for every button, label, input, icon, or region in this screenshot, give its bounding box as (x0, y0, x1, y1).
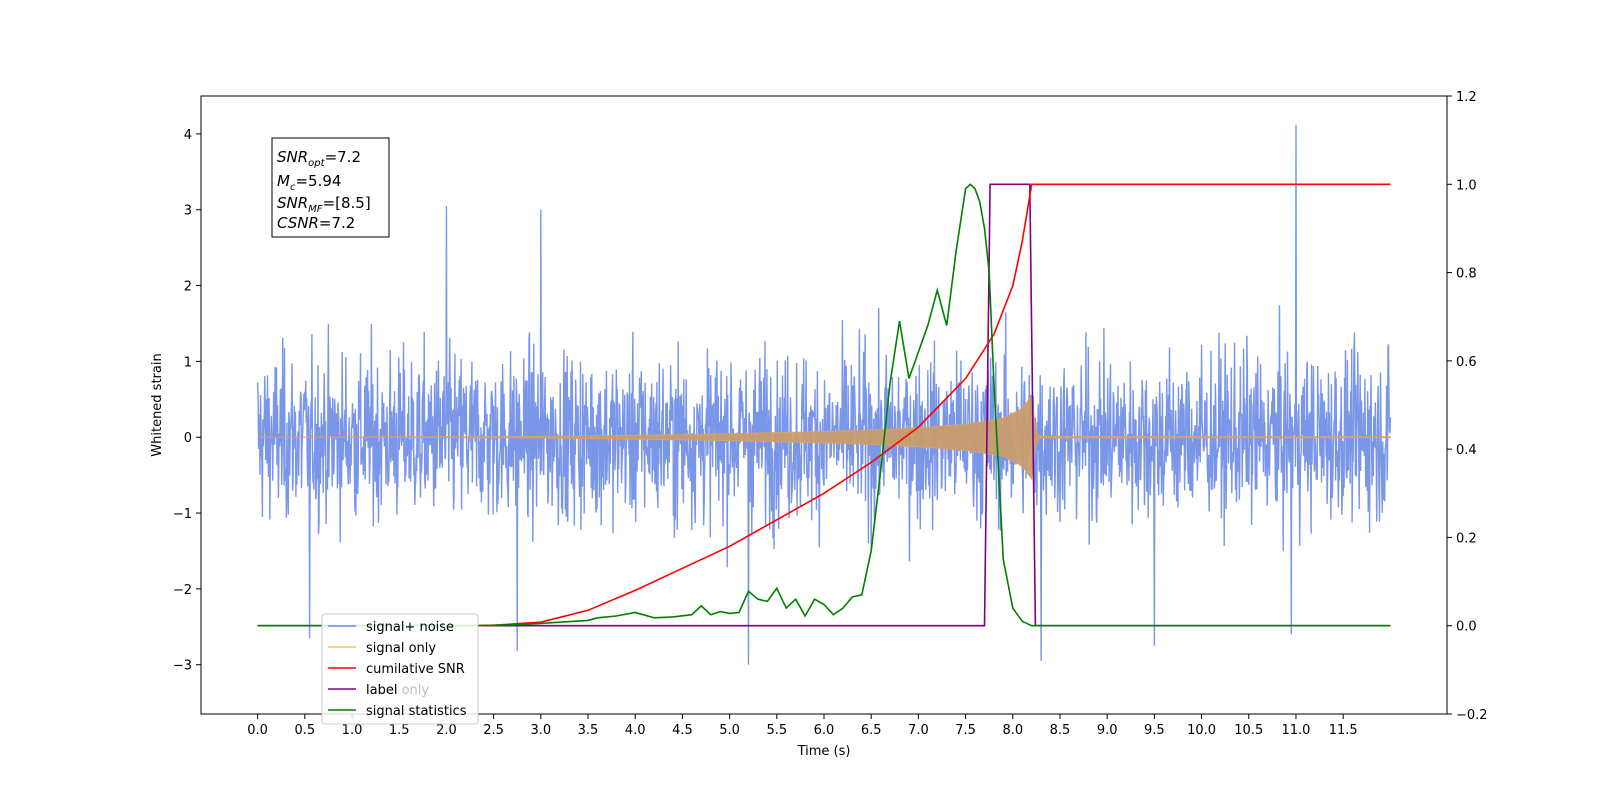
x-tick-label: 2.0 (436, 723, 457, 738)
stats-annotation-box: SNRopt=7.2 Mc=5.94 SNRMF=[8.5] CSNR=7.2 (271, 137, 390, 238)
series-signal-noise (256, 124, 1392, 665)
annotation-snr-opt: SNRopt=7.2 (277, 148, 361, 169)
series-cumulative-snr (474, 183, 1391, 627)
svg-text:signal+ noise: signal+ noise (366, 620, 454, 635)
y-tick-label: −3 (173, 659, 192, 674)
x-tick-label: 4.5 (672, 723, 693, 738)
x-tick-label: 11.5 (1329, 723, 1358, 738)
y-axis-label: Whitened strain (150, 353, 165, 456)
x-tick-label: 6.5 (861, 723, 882, 738)
annotation-mc: Mc=5.94 (277, 172, 341, 193)
x-tick-label: 5.0 (719, 723, 740, 738)
annotation-snr-mf: SNRMF=[8.5] (277, 194, 371, 215)
x-tick-label: 7.0 (908, 723, 929, 738)
x-tick-label: 7.5 (955, 723, 976, 738)
y-tick-label: −2 (173, 583, 192, 598)
x-tick-label: 9.5 (1144, 723, 1165, 738)
legend-entry-label: label (328, 683, 397, 698)
svg-text:signal statistics: signal statistics (366, 704, 467, 719)
x-tick-label: 1.0 (342, 723, 363, 738)
series-signal-only (257, 394, 1391, 481)
x-tick-label: 8.5 (1050, 723, 1071, 738)
y2-tick-label: 0.8 (1456, 267, 1477, 282)
y2-axis-ticks: −0.2 0.0 0.2 0.4 0.6 0.8 1.0 1.2 (1447, 90, 1488, 723)
y2-tick-label: 0.2 (1456, 531, 1477, 546)
y2-tick-label: 0.4 (1456, 443, 1477, 458)
x-tick-label: 1.5 (389, 723, 410, 738)
x-tick-label: 6.0 (814, 723, 835, 738)
y-tick-label: 4 (184, 128, 192, 143)
y-tick-label: −1 (173, 507, 192, 522)
legend-entry-signal-statistics: signal statistics (328, 704, 467, 719)
x-tick-label: 5.5 (766, 723, 787, 738)
y-tick-label: 3 (184, 204, 192, 219)
legend: signal+ noise signal only cumilative SNR… (321, 613, 479, 725)
svg-text:label only: label only (366, 683, 429, 698)
legend-entry-label-only: label only (366, 683, 429, 698)
x-tick-label: 0.0 (247, 723, 268, 738)
x-tick-label: 3.0 (530, 723, 551, 738)
svg-text:label: label (366, 683, 397, 698)
x-tick-label: 3.5 (578, 723, 599, 738)
annotation-csnr: CSNR=7.2 (277, 214, 355, 232)
y2-tick-label: 1.0 (1456, 178, 1477, 193)
legend-entry-cumulative-snr: cumilative SNR (328, 662, 465, 677)
y2-tick-label: −0.2 (1456, 708, 1488, 723)
y-tick-label: 2 (184, 280, 192, 295)
y2-tick-label: 0.6 (1456, 355, 1477, 370)
x-axis-label: Time (s) (797, 744, 851, 759)
svg-text:signal only: signal only (366, 641, 436, 656)
x-tick-label: 4.0 (625, 723, 646, 738)
y-tick-label: 0 (184, 431, 192, 446)
x-tick-label: 11.0 (1281, 723, 1310, 738)
svg-text:cumilative SNR: cumilative SNR (366, 662, 465, 677)
y-axis-ticks: −3 −2 −1 0 1 2 3 4 (173, 128, 201, 674)
x-tick-label: 9.0 (1097, 723, 1118, 738)
x-tick-label: 2.5 (483, 723, 504, 738)
series-signal-statistics (257, 183, 1391, 627)
x-tick-label: 10.5 (1234, 723, 1263, 738)
y2-tick-label: 1.2 (1456, 90, 1477, 105)
y2-tick-label: 0.0 (1456, 620, 1477, 635)
legend-entry-signal-noise: signal+ noise (328, 620, 454, 635)
legend-entry-signal-only: signal only (328, 641, 436, 656)
x-tick-label: 8.0 (1002, 723, 1023, 738)
x-axis-ticks: 0.0 0.5 1.0 1.5 2.0 2.5 3.0 3.5 4.0 4.5 5.0 5.5 6.0 6… (247, 714, 1358, 738)
x-tick-label: 10.0 (1187, 723, 1216, 738)
x-tick-label: 0.5 (294, 723, 315, 738)
series-layer (256, 124, 1392, 665)
y-tick-label: 1 (184, 355, 192, 370)
